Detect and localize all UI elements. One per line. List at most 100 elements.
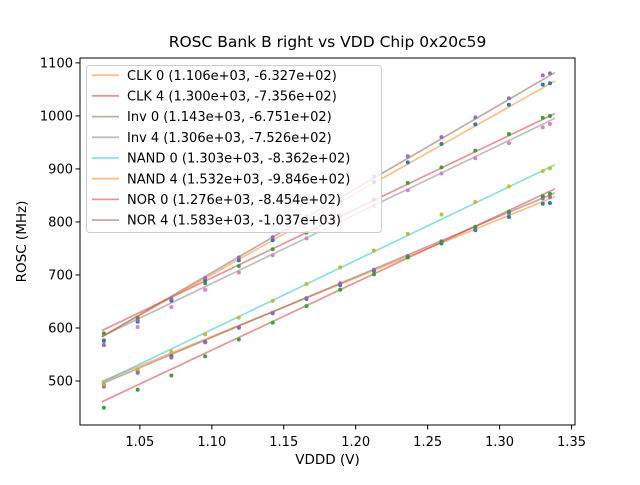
data-point xyxy=(169,355,174,360)
data-point xyxy=(473,148,478,153)
data-point xyxy=(405,154,410,159)
data-point xyxy=(506,184,511,189)
fit-line xyxy=(101,188,556,403)
data-point xyxy=(236,258,241,263)
data-point xyxy=(203,354,208,359)
legend: CLK 0 (1.106e+03, -6.327e+02) CLK 4 (1.30… xyxy=(86,65,382,233)
series-nand-0 xyxy=(101,164,556,387)
data-point xyxy=(547,81,552,86)
data-point xyxy=(540,201,545,206)
x-axis-ticks: 1.05 1.10 1.15 1.20 1.25 1.30 1.35 xyxy=(125,425,586,450)
data-point xyxy=(547,71,552,76)
y-tick-label: 1000 xyxy=(40,109,73,124)
legend-label: CLK 0 (1.106e+03, -6.327e+02) xyxy=(127,69,337,84)
data-point xyxy=(169,296,174,301)
y-tick-label: 800 xyxy=(48,215,73,230)
data-point xyxy=(506,141,511,146)
data-point xyxy=(506,215,511,220)
fit-line xyxy=(101,164,556,383)
x-tick-label: 1.10 xyxy=(197,435,226,450)
data-point xyxy=(203,287,208,292)
data-point xyxy=(547,195,552,200)
data-point xyxy=(540,194,545,199)
legend-label: NAND 4 (1.532e+03, -9.846e+02) xyxy=(127,172,350,187)
data-point xyxy=(405,160,410,165)
data-point xyxy=(236,264,241,269)
data-point xyxy=(506,209,511,214)
data-point xyxy=(547,121,552,126)
data-point xyxy=(135,387,140,392)
data-point xyxy=(304,236,309,241)
data-point xyxy=(540,169,545,174)
data-point xyxy=(439,165,444,170)
legend-frame xyxy=(86,65,382,233)
data-point xyxy=(439,240,444,245)
y-axis-label: ROSC (MHz) xyxy=(14,201,30,283)
data-point xyxy=(547,200,552,205)
data-point xyxy=(236,270,241,275)
data-point xyxy=(473,122,478,127)
data-point xyxy=(547,113,552,118)
x-tick-label: 1.30 xyxy=(485,435,514,450)
data-point xyxy=(405,231,410,236)
x-tick-label: 1.15 xyxy=(269,435,298,450)
data-point xyxy=(338,265,343,270)
data-point xyxy=(547,166,552,171)
legend-label: NOR 4 (1.583e+03, -1.037e+03) xyxy=(127,214,341,229)
data-point xyxy=(203,276,208,281)
data-point xyxy=(270,238,275,243)
data-point xyxy=(304,304,309,309)
legend-label: NAND 0 (1.303e+03, -8.362e+02) xyxy=(127,152,350,167)
data-point xyxy=(439,135,444,140)
data-point xyxy=(547,191,552,196)
data-point xyxy=(169,349,174,354)
data-point xyxy=(338,287,343,292)
data-point xyxy=(338,281,343,286)
data-point xyxy=(540,82,545,87)
data-point xyxy=(473,199,478,204)
y-tick-label: 500 xyxy=(48,374,73,389)
legend-label: CLK 4 (1.300e+03, -7.356e+02) xyxy=(127,90,337,105)
data-point xyxy=(101,405,106,410)
data-point xyxy=(473,115,478,120)
plot-frame xyxy=(79,57,576,426)
data-point xyxy=(270,235,275,240)
y-tick-label: 900 xyxy=(48,162,73,177)
x-tick-label: 1.25 xyxy=(413,435,442,450)
data-point xyxy=(135,367,140,372)
legend-label: NOR 0 (1.276e+03, -8.454e+02) xyxy=(127,193,341,208)
data-point xyxy=(439,171,444,176)
x-tick-label: 1.35 xyxy=(557,435,586,450)
data-point xyxy=(135,318,140,323)
data-point xyxy=(203,340,208,345)
legend-label: Inv 0 (1.143e+03, -6.751e+02) xyxy=(127,110,332,125)
data-point xyxy=(304,296,309,301)
data-point xyxy=(135,370,140,375)
data-point xyxy=(540,115,545,120)
data-point xyxy=(405,180,410,185)
x-tick-label: 1.20 xyxy=(341,435,370,450)
data-point xyxy=(101,338,106,343)
data-point xyxy=(101,382,106,387)
data-point xyxy=(405,255,410,260)
data-point xyxy=(506,96,511,101)
data-point xyxy=(270,253,275,258)
legend-label: Inv 4 (1.306e+03, -7.526e+02) xyxy=(127,131,332,146)
data-point xyxy=(540,73,545,78)
data-point xyxy=(270,320,275,325)
data-point xyxy=(405,188,410,193)
data-point xyxy=(304,282,309,287)
y-tick-label: 1100 xyxy=(40,56,73,71)
data-point xyxy=(169,305,174,310)
series-nor-0 xyxy=(101,188,556,410)
data-point xyxy=(135,325,140,330)
y-tick-label: 700 xyxy=(48,268,73,283)
data-point xyxy=(473,224,478,229)
data-point xyxy=(439,141,444,146)
y-tick-label: 600 xyxy=(48,321,73,336)
data-point xyxy=(270,298,275,303)
data-point xyxy=(236,325,241,330)
data-point xyxy=(101,343,106,348)
data-point xyxy=(439,212,444,217)
